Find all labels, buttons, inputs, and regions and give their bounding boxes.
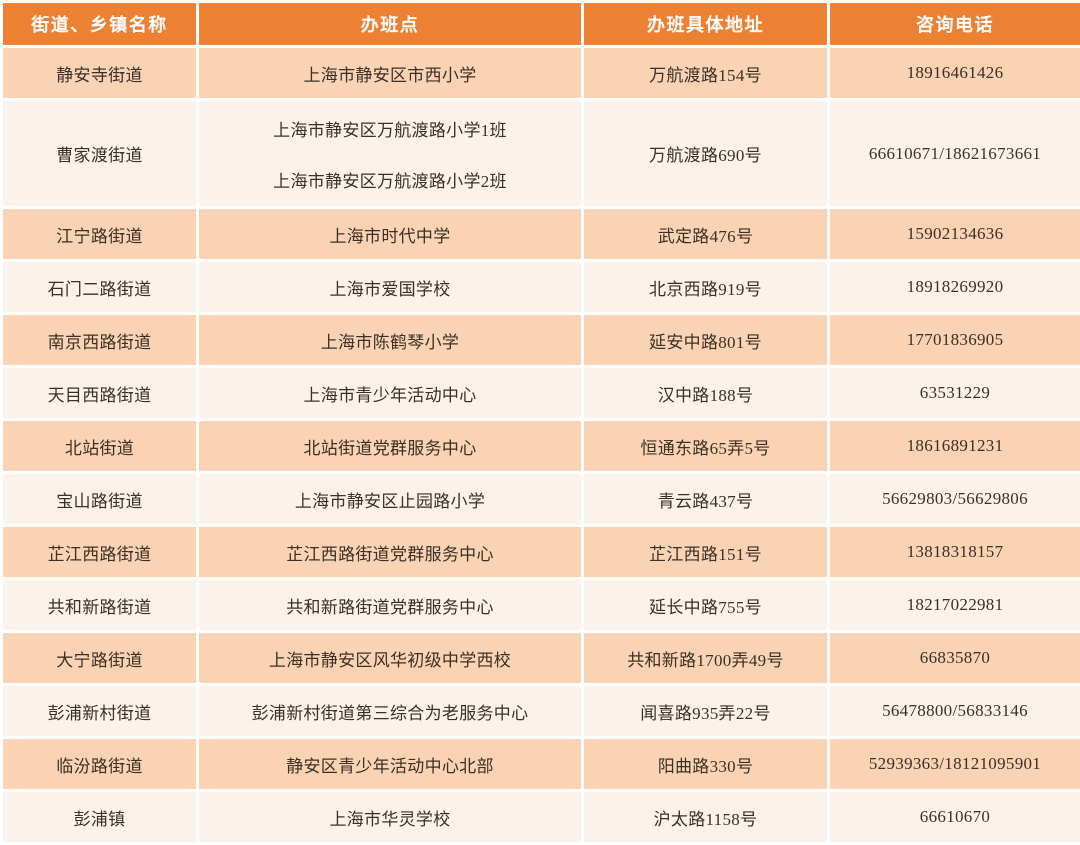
cell-phone: 15902134636 <box>830 209 1080 259</box>
table-header-row: 街道、乡镇名称 办班点 办班具体地址 咨询电话 <box>3 3 1080 45</box>
column-header-phone: 咨询电话 <box>830 3 1080 45</box>
cell-site-line: 上海市静安区万航渡路小学2班 <box>199 155 581 203</box>
cell-address: 共和新路1700弄49号 <box>584 633 827 683</box>
cell-address: 万航渡路154号 <box>584 48 827 98</box>
cell-site: 上海市时代中学 <box>199 209 581 259</box>
cell-site: 上海市静安区风华初级中学西校 <box>199 633 581 683</box>
cell-street: 芷江西路街道 <box>3 527 196 577</box>
table-row: 北站街道 北站街道党群服务中心 恒通东路65弄5号 18616891231 <box>3 421 1080 471</box>
cell-address: 北京西路919号 <box>584 262 827 312</box>
table-row: 天目西路街道 上海市青少年活动中心 汉中路188号 63531229 <box>3 368 1080 418</box>
cell-address: 闻喜路935弄22号 <box>584 686 827 736</box>
cell-street: 静安寺街道 <box>3 48 196 98</box>
cell-street: 临汾路街道 <box>3 739 196 789</box>
cell-site: 上海市静安区市西小学 <box>199 48 581 98</box>
site-subrow: 上海市静安区万航渡路小学2班 <box>199 155 581 203</box>
cell-address: 阳曲路330号 <box>584 739 827 789</box>
cell-street: 彭浦新村街道 <box>3 686 196 736</box>
table-row: 芷江西路街道 芷江西路街道党群服务中心 芷江西路151号 13818318157 <box>3 527 1080 577</box>
table-row: 江宁路街道 上海市时代中学 武定路476号 15902134636 <box>3 209 1080 259</box>
cell-address: 延安中路801号 <box>584 315 827 365</box>
table-header: 街道、乡镇名称 办班点 办班具体地址 咨询电话 <box>3 3 1080 45</box>
cell-address: 汉中路188号 <box>584 368 827 418</box>
cell-phone: 18918269920 <box>830 262 1080 312</box>
cell-site-line: 上海市静安区万航渡路小学1班 <box>199 104 581 152</box>
cell-phone: 66610670 <box>830 792 1080 842</box>
cell-phone: 18916461426 <box>830 48 1080 98</box>
cell-address: 恒通东路65弄5号 <box>584 421 827 471</box>
cell-phone: 66835870 <box>830 633 1080 683</box>
cell-phone: 18217022981 <box>830 580 1080 630</box>
cell-phone: 52939363/18121095901 <box>830 739 1080 789</box>
cell-site: 上海市静安区万航渡路小学1班 上海市静安区万航渡路小学2班 <box>199 101 581 206</box>
cell-address: 沪太路1158号 <box>584 792 827 842</box>
cell-phone: 56478800/56833146 <box>830 686 1080 736</box>
cell-street: 彭浦镇 <box>3 792 196 842</box>
cell-street: 江宁路街道 <box>3 209 196 259</box>
cell-street: 宝山路街道 <box>3 474 196 524</box>
table-row: 静安寺街道 上海市静安区市西小学 万航渡路154号 18916461426 <box>3 48 1080 98</box>
cell-phone: 18616891231 <box>830 421 1080 471</box>
table-row: 大宁路街道 上海市静安区风华初级中学西校 共和新路1700弄49号 66835870 <box>3 633 1080 683</box>
cell-site: 北站街道党群服务中心 <box>199 421 581 471</box>
column-header-street: 街道、乡镇名称 <box>3 3 196 45</box>
cell-street: 曹家渡街道 <box>3 101 196 206</box>
cell-address: 青云路437号 <box>584 474 827 524</box>
cell-site: 彭浦新村街道第三综合为老服务中心 <box>199 686 581 736</box>
cell-street: 北站街道 <box>3 421 196 471</box>
site-subrow: 上海市静安区万航渡路小学1班 <box>199 104 581 152</box>
site-sublist: 上海市静安区万航渡路小学1班 上海市静安区万航渡路小学2班 <box>199 101 581 206</box>
cell-site: 芷江西路街道党群服务中心 <box>199 527 581 577</box>
cell-phone: 17701836905 <box>830 315 1080 365</box>
table-body: 静安寺街道 上海市静安区市西小学 万航渡路154号 18916461426 曹家渡街道上… <box>3 48 1080 842</box>
cell-address: 芷江西路151号 <box>584 527 827 577</box>
cell-site: 上海市华灵学校 <box>199 792 581 842</box>
table-row: 彭浦新村街道 彭浦新村街道第三综合为老服务中心 闻喜路935弄22号 56478800… <box>3 686 1080 736</box>
table-row: 石门二路街道 上海市爱国学校 北京西路919号 18918269920 <box>3 262 1080 312</box>
cell-street: 天目西路街道 <box>3 368 196 418</box>
table-row: 共和新路街道 共和新路街道党群服务中心 延长中路755号 18217022981 <box>3 580 1080 630</box>
cell-phone: 56629803/56629806 <box>830 474 1080 524</box>
cell-site: 静安区青少年活动中心北部 <box>199 739 581 789</box>
cell-phone: 66610671/18621673661 <box>830 101 1080 206</box>
table-row: 南京西路街道 上海市陈鹤琴小学 延安中路801号 17701836905 <box>3 315 1080 365</box>
cell-site: 上海市静安区止园路小学 <box>199 474 581 524</box>
cell-address: 万航渡路690号 <box>584 101 827 206</box>
schedule-table-container: 街道、乡镇名称 办班点 办班具体地址 咨询电话 静安寺街道 上海市静安区市西小学万… <box>3 3 1080 842</box>
cell-site: 共和新路街道党群服务中心 <box>199 580 581 630</box>
cell-address: 武定路476号 <box>584 209 827 259</box>
column-header-site: 办班点 <box>199 3 581 45</box>
cell-phone: 63531229 <box>830 368 1080 418</box>
cell-site: 上海市青少年活动中心 <box>199 368 581 418</box>
table-row: 临汾路街道 静安区青少年活动中心北部 阳曲路330号 52939363/1812109… <box>3 739 1080 789</box>
cell-street: 共和新路街道 <box>3 580 196 630</box>
table-row: 宝山路街道 上海市静安区止园路小学 青云路437号 56629803/56629806 <box>3 474 1080 524</box>
cell-phone: 13818318157 <box>830 527 1080 577</box>
cell-address: 延长中路755号 <box>584 580 827 630</box>
cell-street: 石门二路街道 <box>3 262 196 312</box>
cell-street: 大宁路街道 <box>3 633 196 683</box>
cell-street: 南京西路街道 <box>3 315 196 365</box>
cell-site: 上海市陈鹤琴小学 <box>199 315 581 365</box>
cell-site: 上海市爱国学校 <box>199 262 581 312</box>
table-row: 曹家渡街道 上海市静安区万航渡路小学1班 上海市静安区万航渡路小学2班 万航渡路690… <box>3 101 1080 206</box>
table-row: 彭浦镇 上海市华灵学校 沪太路1158号 66610670 <box>3 792 1080 842</box>
column-header-address: 办班具体地址 <box>584 3 827 45</box>
